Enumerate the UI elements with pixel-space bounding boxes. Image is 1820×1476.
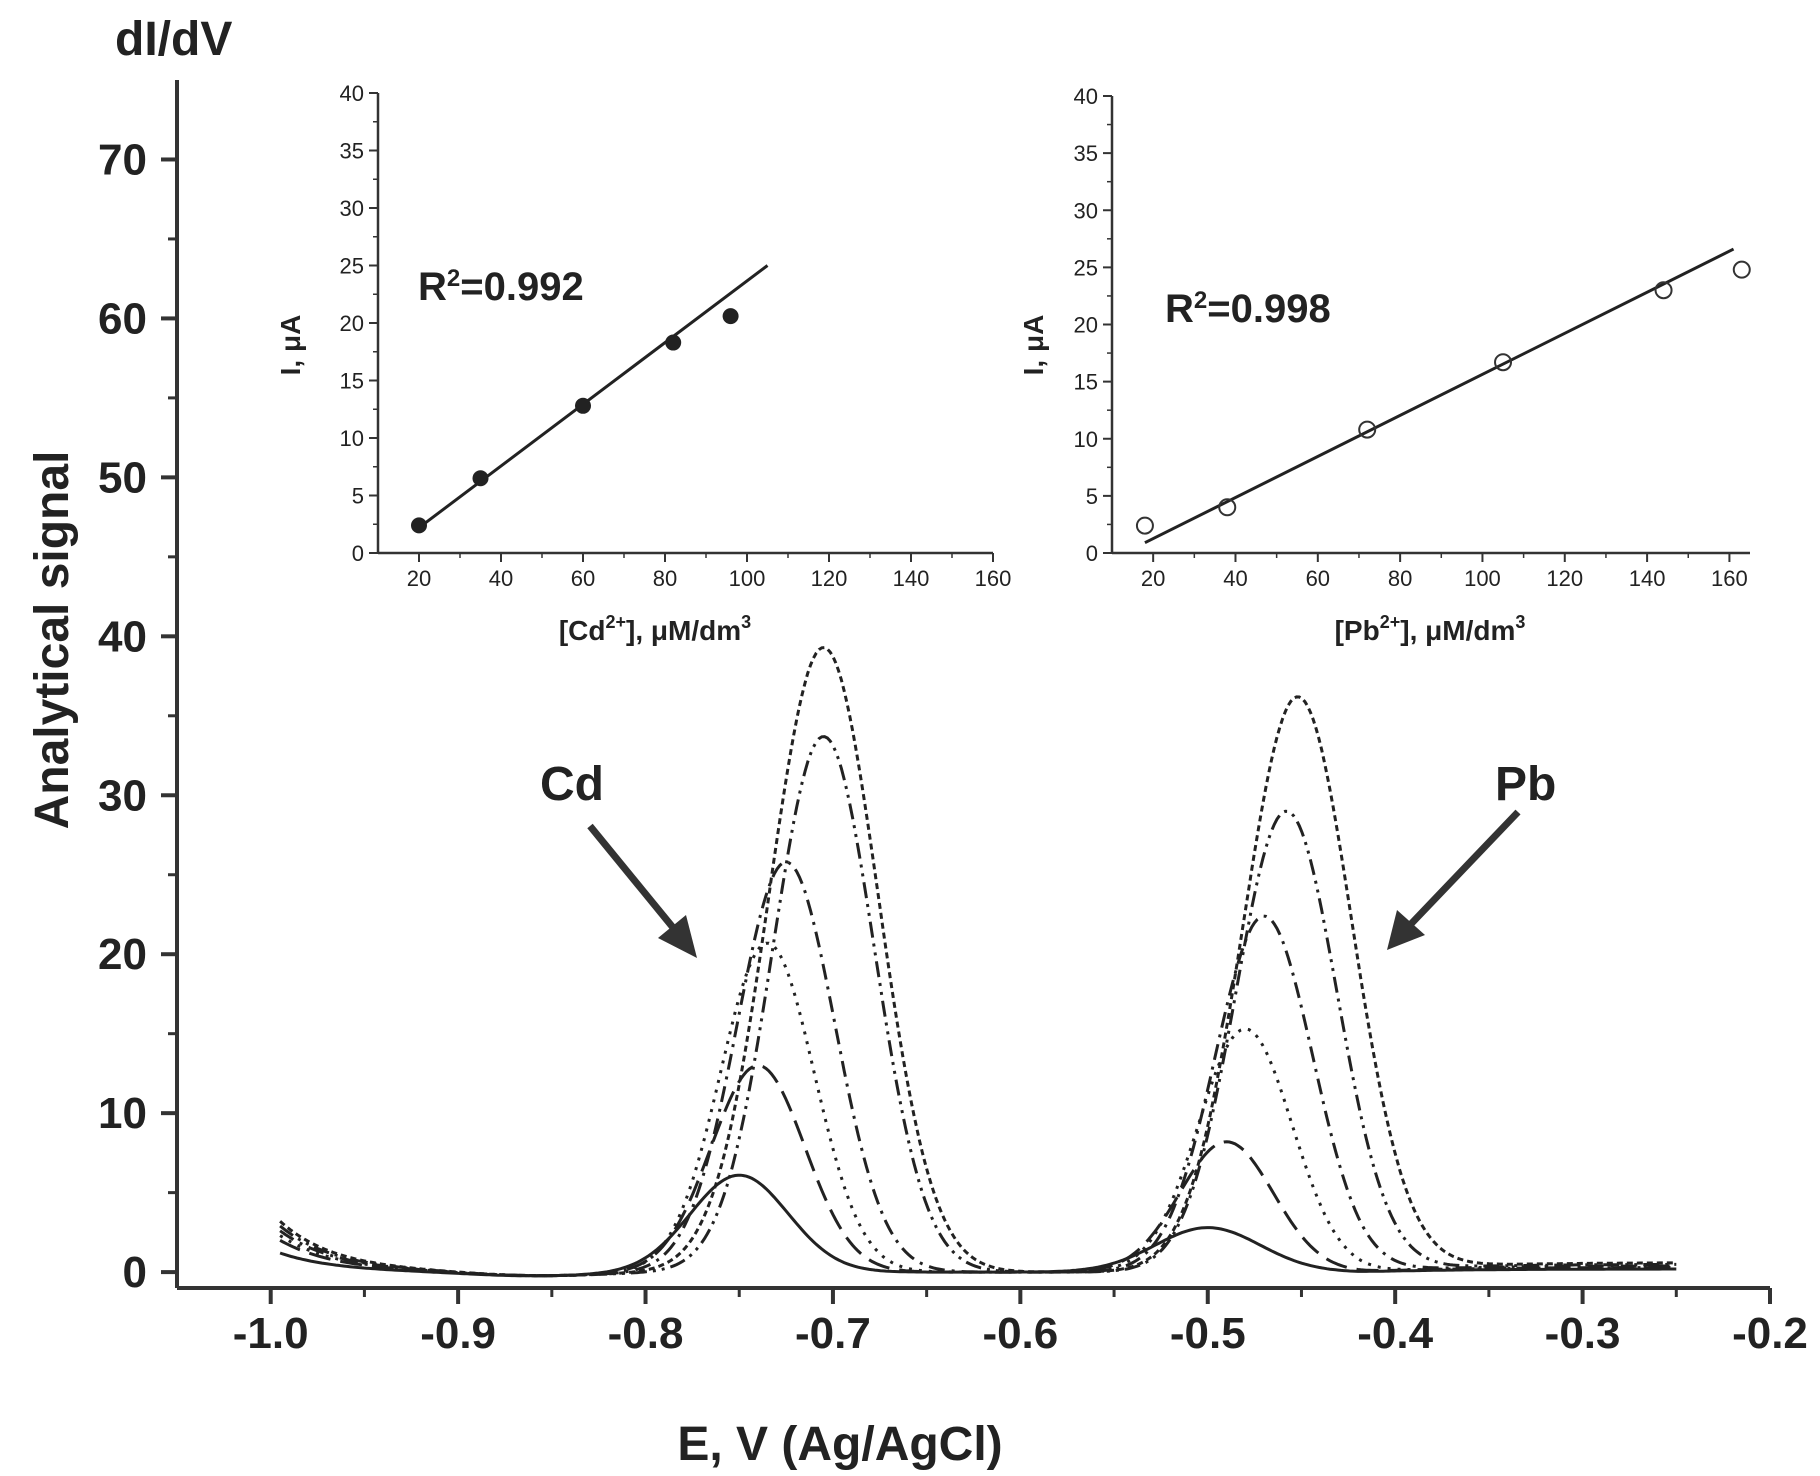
inset-pb-point: [1494, 353, 1513, 372]
inset-cd-y-tick-label: 0: [352, 541, 364, 566]
inset-pb-y-tick-label: 35: [1074, 141, 1098, 166]
inset-pb-point: [1358, 420, 1377, 439]
x-tick-label: -0.9: [420, 1309, 496, 1358]
inset-pb-x-title: [Pb2+], μM/dm3: [1335, 612, 1526, 646]
inset-cd-x-tick-label: 80: [653, 566, 677, 591]
inset-cd-y-tick-label: 35: [340, 139, 364, 164]
inset-cd-x-tick-label: 20: [407, 566, 431, 591]
inset-cd-x-tick-label: 40: [489, 566, 513, 591]
pb-arrow: [1387, 809, 1521, 950]
inset-pb-y-title: I, μA: [1018, 315, 1049, 376]
x-tick-label: -0.2: [1732, 1309, 1808, 1358]
inset-pb: 20 40 60 80 100 120 140 160 0 5 10 15 20 25 30 35 40: [1074, 84, 1751, 591]
inset-pb-r2: R2=0.998: [1165, 287, 1331, 331]
y-tick-label: 20: [98, 930, 147, 979]
y-axis-title: Analytical signal: [26, 451, 79, 830]
inset-cd-x-tick-label: 100: [729, 566, 766, 591]
y-tick-label: 60: [98, 294, 147, 343]
inset-pb-x-tick-label: 80: [1388, 566, 1412, 591]
inset-cd-x-title: [Cd2+], μM/dm3: [559, 612, 751, 646]
x-tick-label: -0.6: [982, 1309, 1058, 1358]
cd-label: Cd: [540, 758, 604, 811]
inset-pb-point: [1135, 516, 1154, 535]
main-ticks: -1.0 -0.9 -0.8 -0.7 -0.6 -0.5 -0.4 -0.3 -0.2 0 10 2…: [98, 135, 1808, 1358]
inset-cd-y-tick-label: 25: [340, 254, 364, 279]
inset-pb-y-tick-label: 5: [1086, 484, 1098, 509]
inset-cd-x-tick-label: 120: [811, 566, 848, 591]
inset-cd-y-tick-label: 30: [340, 196, 364, 221]
y-tick-label: 30: [98, 771, 147, 820]
inset-pb-y-tick-label: 25: [1074, 255, 1098, 280]
main-curves: [279, 646, 1677, 1278]
inset-cd-y-tick-label: 15: [340, 369, 364, 394]
x-tick-label: -0.7: [795, 1309, 871, 1358]
inset-cd-y-tick-label: 5: [352, 484, 364, 509]
inset-cd-x-tick-label: 140: [893, 566, 930, 591]
series-line-c5: [279, 735, 1677, 1278]
cd-arrow: [587, 823, 697, 958]
inset-pb-x-tick-label: 40: [1223, 566, 1247, 591]
inset-pb-x-tick-label: 60: [1306, 566, 1330, 591]
inset-cd-y-tick-label: 20: [340, 311, 364, 336]
inset-cd-y-tick-label: 10: [340, 426, 364, 451]
inset-cd-x-tick-label: 60: [571, 566, 595, 591]
inset-pb-y-tick-label: 15: [1074, 370, 1098, 395]
inset-cd-x-tick-label: 160: [975, 566, 1012, 591]
inset-pb-y-tick-label: 20: [1074, 313, 1098, 338]
series-line-c1: [279, 1173, 1677, 1278]
inset-cd-point: [665, 334, 682, 351]
inset-pb-x-tick-label: 140: [1629, 566, 1666, 591]
inset-pb-x-tick-label: 160: [1711, 566, 1748, 591]
inset-pb-x-tick-label: 100: [1464, 566, 1501, 591]
inset-cd-y-tick-label: 40: [340, 81, 364, 106]
series-line-c2: [279, 1063, 1677, 1278]
inset-pb-x-tick-label: 120: [1546, 566, 1583, 591]
inset-cd-point: [411, 517, 427, 534]
x-tick-label: -0.3: [1545, 1309, 1621, 1358]
y-tick-label: 0: [123, 1248, 147, 1297]
series-line-c3: [279, 941, 1677, 1278]
inset-pb-point: [1654, 281, 1673, 300]
inset-pb-y-tick-label: 10: [1074, 427, 1098, 452]
inset-cd-y-title: I, μA: [275, 315, 306, 376]
x-tick-label: -0.5: [1170, 1309, 1246, 1358]
inset-pb-y-tick-label: 40: [1074, 84, 1098, 109]
inset-pb-point: [1732, 260, 1751, 279]
x-tick-label: -1.0: [233, 1309, 309, 1358]
x-axis-title: E, V (Ag/AgCl): [677, 1418, 1002, 1471]
inset-cd-point: [472, 470, 489, 487]
y-top-label: dI/dV: [115, 13, 232, 66]
pb-label: Pb: [1495, 758, 1556, 811]
inset-cd-point: [722, 308, 739, 325]
inset-cd-point: [575, 397, 591, 414]
y-tick-label: 50: [98, 453, 147, 502]
series-line-c4: [279, 860, 1677, 1278]
y-tick-label: 70: [98, 135, 147, 184]
y-tick-label: 40: [98, 612, 147, 661]
series-line-c6: [279, 646, 1677, 1278]
inset-pb-x-tick-label: 20: [1141, 566, 1165, 591]
inset-pb-y-tick-label: 30: [1074, 198, 1098, 223]
inset-pb-y-tick-label: 0: [1086, 541, 1098, 566]
inset-pb-point: [1218, 498, 1237, 517]
y-tick-label: 10: [98, 1089, 147, 1138]
inset-cd: 20 40 60 80 100 120 140 160 0 5 10 15 20 25 30 35 40: [340, 81, 1012, 591]
inset-pb-fit-line: [1144, 247, 1735, 545]
x-tick-label: -0.8: [608, 1309, 684, 1358]
main-axes: [175, 80, 1770, 1290]
x-tick-label: -0.4: [1357, 1309, 1433, 1358]
inset-cd-r2: R2=0.992: [418, 265, 584, 309]
